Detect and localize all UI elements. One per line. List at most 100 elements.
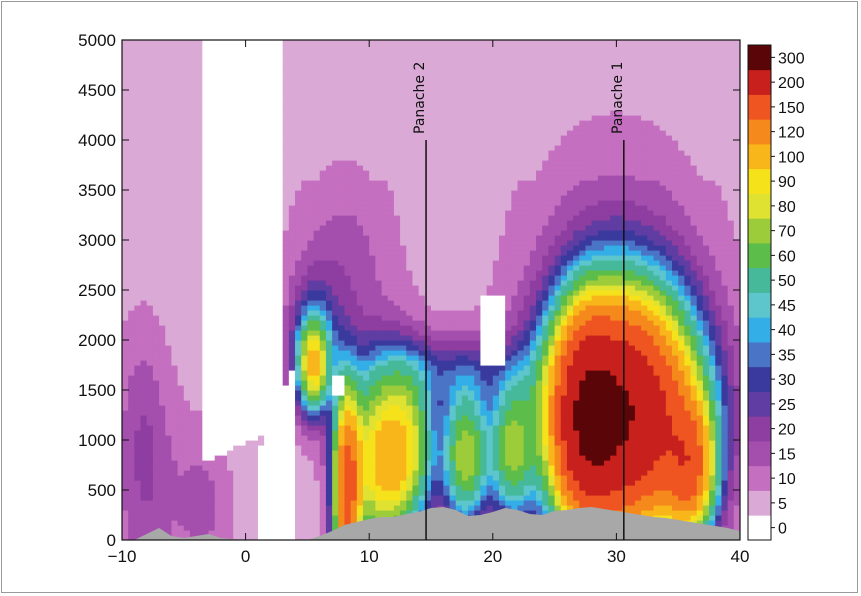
contour-cell [245,95,253,101]
contour-cell [227,115,234,121]
contour-cell [406,295,414,301]
contour-cell [165,335,173,341]
contour-cell [270,40,278,46]
contour-cell [369,360,376,366]
contour-cell [239,275,247,281]
contour-cell [134,110,142,116]
contour-cell [264,460,271,466]
contour-cell [128,295,135,301]
contour-cell [227,295,234,301]
contour-cell [128,525,135,531]
contour-cell [325,150,333,156]
contour-cell [233,260,241,266]
contour-cell [418,425,426,431]
contour-cell [264,485,271,491]
contour-cell [245,170,253,176]
contour-cell [307,85,315,91]
contour-cell [134,55,142,61]
contour-cell [251,125,259,131]
contour-cell [406,240,414,246]
contour-cell [325,390,333,396]
contour-cell [208,270,216,276]
contour-cell [276,165,284,171]
contour-cell [276,80,284,86]
contour-cell [344,160,352,166]
contour-cell [319,215,327,221]
contour-cell [122,505,129,511]
contour-cell [344,355,352,361]
contour-cell [202,80,210,86]
contour-cell [363,115,370,121]
contour-cell [159,320,166,326]
contour-cell [233,320,241,326]
contour-cell [418,275,426,281]
contour-cell [220,265,228,271]
contour-cell [257,275,265,281]
contour-cell [319,355,327,361]
contour-cell [338,325,346,331]
contour-cell [196,505,203,511]
contour-cell [146,350,154,356]
contour-cell [393,40,401,46]
contour-cell [220,145,228,151]
contour-cell [424,220,432,226]
contour-cell [363,320,370,326]
contour-cell [245,385,253,391]
contour-cell [344,400,352,406]
contour-cell [418,455,426,461]
contour-cell [356,430,364,436]
contour-cell [276,280,284,286]
contour-cell [319,65,327,71]
contour-cell [301,405,308,411]
contour-cell [227,460,234,466]
contour-cell [227,45,234,51]
contour-cell [406,190,414,196]
contour-cell [128,315,135,321]
contour-cell [134,415,142,421]
contour-cell [189,435,197,441]
contour-cell [424,275,432,281]
contour-cell [313,195,321,201]
contour-cell [418,335,426,341]
contour-cell [171,360,179,366]
contour-cell [276,255,284,261]
contour-cell [189,220,197,226]
contour-cell [375,270,383,276]
contour-cell [412,40,420,46]
contour-cell [424,365,432,371]
contour-cell [338,405,346,411]
contour-cell [171,470,179,476]
contour-cell [183,425,191,431]
contour-cell [369,55,376,61]
contour-cell [301,285,308,291]
contour-cell [196,210,203,216]
contour-cell [270,425,278,431]
contour-cell [301,200,308,206]
contour-cell [400,450,407,456]
contour-cell [146,395,154,401]
contour-cell [122,130,129,136]
contour-cell [356,305,364,311]
contour-cell [257,250,265,256]
contour-cell [202,380,210,386]
contour-cell [381,460,389,466]
contour-cell [159,425,166,431]
contour-cell [233,100,241,106]
contour-cell [251,300,259,306]
contour-cell [171,380,179,386]
contour-cell [183,405,191,411]
contour-cell [134,90,142,96]
contour-cell [165,110,173,116]
contour-cell [338,270,346,276]
contour-cell [239,530,247,536]
contour-cell [177,450,185,456]
contour-cell [171,165,179,171]
contour-cell [152,75,160,81]
contour-cell [313,410,321,416]
contour-cell [171,240,179,246]
contour-cell [393,170,401,176]
contour-cell [134,340,142,346]
contour-cell [270,350,278,356]
contour-cell [177,95,185,101]
contour-cell [122,150,129,156]
